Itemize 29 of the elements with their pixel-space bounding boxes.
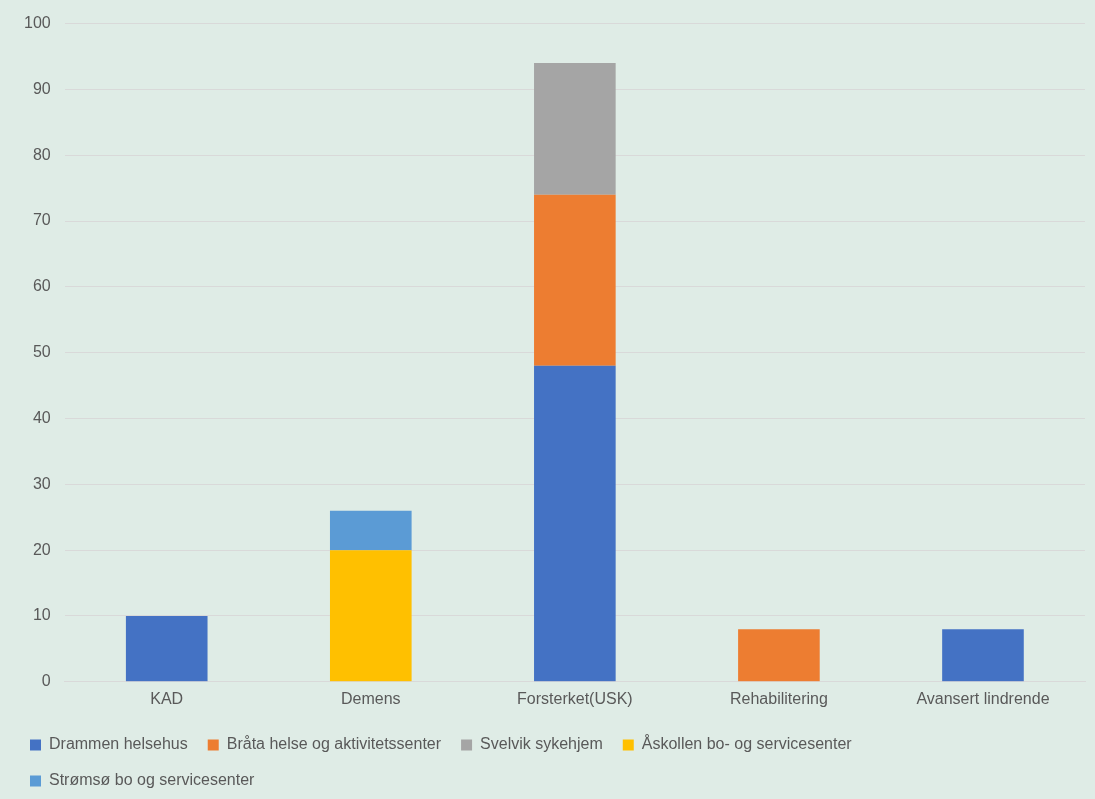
y-tick-label: 90 [32,79,51,97]
bar [942,629,1024,682]
bar [125,615,208,682]
y-tick-label: 100 [23,14,51,32]
bar [329,510,412,551]
bar [738,629,820,682]
legend-label: Drammen helsehus [49,735,188,753]
bar [534,194,616,366]
x-tick-label: Forsterket(USK) [517,689,633,707]
y-tick-label: 50 [32,343,51,361]
legend-label: Strømsø bo og servicesenter [49,771,256,789]
bar [329,550,412,682]
x-tick-label: Demens [341,689,401,707]
y-tick-label: 30 [32,474,51,492]
legend-label: Bråta helse og aktivitetssenter [226,735,442,753]
legend-label: Åskollen bo- og servicesenter [641,734,853,753]
y-tick-label: 0 [41,672,51,690]
y-tick-label: 60 [32,277,51,295]
legend-label: Svelvik sykehjem [480,735,603,753]
x-tick-label: KAD [150,689,184,707]
y-tick-label: 40 [32,408,51,426]
y-tick-label: 80 [32,145,51,163]
y-tick-label: 10 [32,606,51,624]
y-tick-label: 70 [32,211,51,229]
x-tick-label: Avansert lindrende [916,689,1050,707]
x-tick-label: Rehabilitering [729,689,828,707]
bar [534,63,616,195]
bar [534,365,616,682]
y-tick-label: 20 [32,540,51,558]
